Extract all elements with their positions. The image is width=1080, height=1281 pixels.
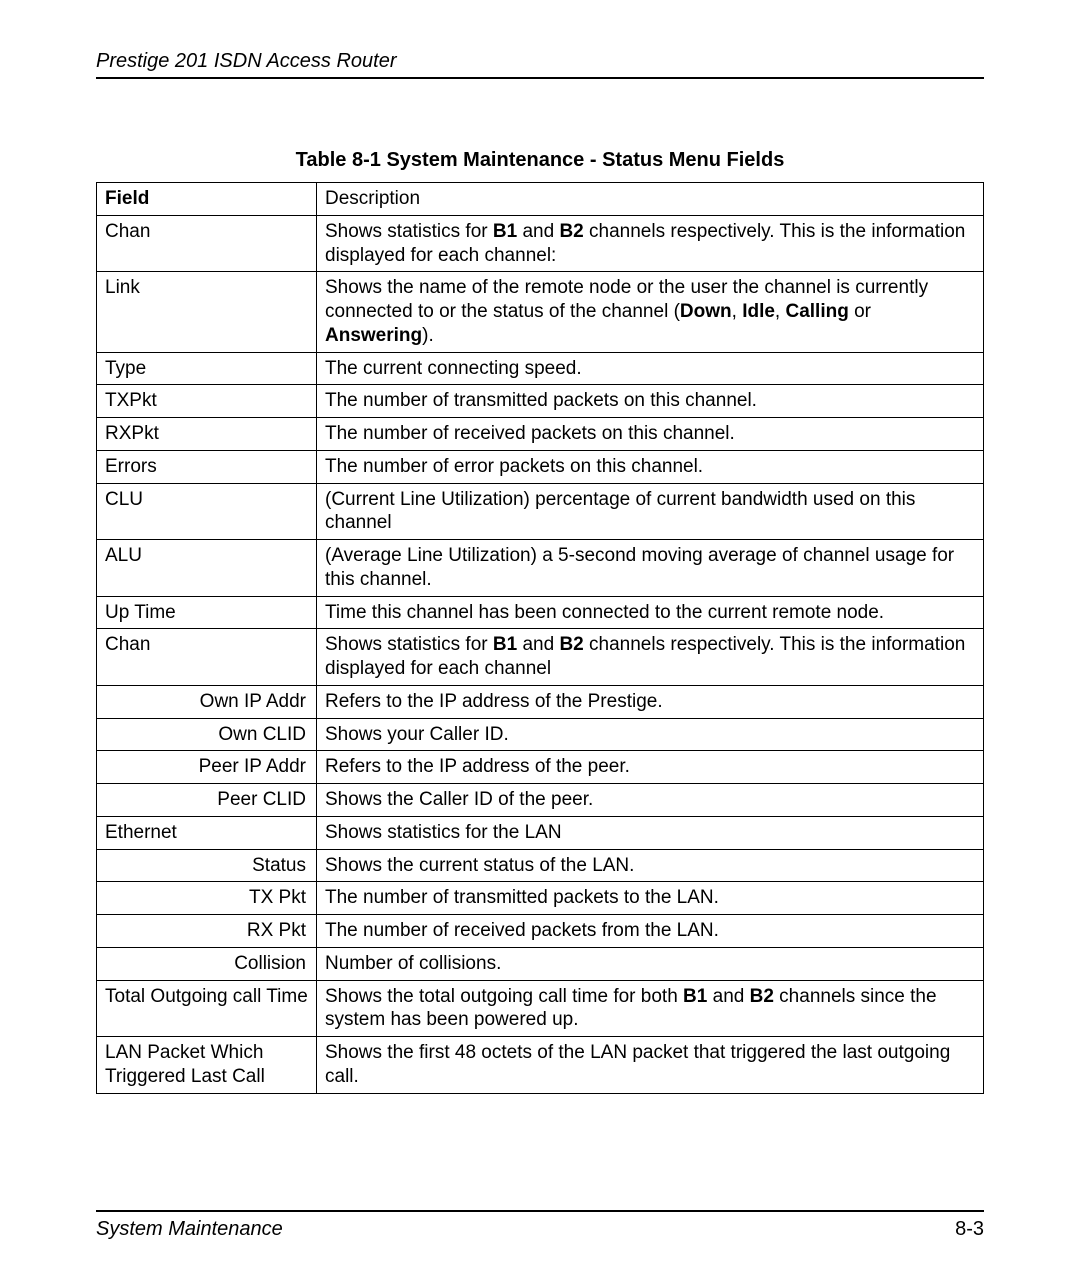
table-row: LinkShows the name of the remote node or… — [97, 272, 984, 352]
field-name: Own IP Addr — [97, 685, 317, 718]
table-row: RXPktThe number of received packets on t… — [97, 418, 984, 451]
field-description: Shows the current status of the LAN. — [317, 849, 984, 882]
field-description: Refers to the IP address of the Prestige… — [317, 685, 984, 718]
field-name: Chan — [97, 215, 317, 272]
field-name: Ethernet — [97, 816, 317, 849]
field-name: Own CLID — [97, 718, 317, 751]
table-caption: Table 8-1 System Maintenance - Status Me… — [96, 149, 984, 172]
footer-section-title: System Maintenance — [96, 1218, 283, 1241]
field-description: Shows statistics for B1 and B2 channels … — [317, 215, 984, 272]
table-row: EthernetShows statistics for the LAN — [97, 816, 984, 849]
field-name: Peer CLID — [97, 784, 317, 817]
table-row: ErrorsThe number of error packets on thi… — [97, 450, 984, 483]
table-row: TXPktThe number of transmitted packets o… — [97, 385, 984, 418]
field-description: Shows the name of the remote node or the… — [317, 272, 984, 352]
field-name: LAN Packet Which Triggered Last Call — [97, 1037, 317, 1094]
field-description: Number of collisions. — [317, 947, 984, 980]
table-row: Own CLIDShows your Caller ID. — [97, 718, 984, 751]
table-row: ChanShows statistics for B1 and B2 chann… — [97, 215, 984, 272]
column-header-description: Description — [317, 183, 984, 216]
footer-page-number: 8-3 — [955, 1218, 984, 1241]
field-name: Peer IP Addr — [97, 751, 317, 784]
field-description: The number of received packets from the … — [317, 915, 984, 948]
field-description: Shows the Caller ID of the peer. — [317, 784, 984, 817]
field-name: Collision — [97, 947, 317, 980]
table-row: ALU(Average Line Utilization) a 5-second… — [97, 540, 984, 597]
field-name: ALU — [97, 540, 317, 597]
field-description: The number of error packets on this chan… — [317, 450, 984, 483]
field-description: (Current Line Utilization) percentage of… — [317, 483, 984, 540]
field-description: (Average Line Utilization) a 5-second mo… — [317, 540, 984, 597]
field-name: Link — [97, 272, 317, 352]
table-row: Own IP AddrRefers to the IP address of t… — [97, 685, 984, 718]
field-name: Type — [97, 352, 317, 385]
table-row: LAN Packet Which Triggered Last CallShow… — [97, 1037, 984, 1094]
field-name: Errors — [97, 450, 317, 483]
table-row: Peer CLIDShows the Caller ID of the peer… — [97, 784, 984, 817]
field-description: Shows statistics for B1 and B2 channels … — [317, 629, 984, 686]
field-name: Total Outgoing call Time — [97, 980, 317, 1037]
field-name: RX Pkt — [97, 915, 317, 948]
field-description: The current connecting speed. — [317, 352, 984, 385]
field-description: Shows statistics for the LAN — [317, 816, 984, 849]
status-menu-fields-table: FieldDescriptionChanShows statistics for… — [96, 182, 984, 1094]
field-description: Shows the first 48 octets of the LAN pac… — [317, 1037, 984, 1094]
field-name: TX Pkt — [97, 882, 317, 915]
field-name: TXPkt — [97, 385, 317, 418]
field-description: The number of transmitted packets to the… — [317, 882, 984, 915]
page: Prestige 201 ISDN Access Router Table 8-… — [0, 0, 1080, 1134]
field-description: Refers to the IP address of the peer. — [317, 751, 984, 784]
field-description: Shows the total outgoing call time for b… — [317, 980, 984, 1037]
table-row: CLU(Current Line Utilization) percentage… — [97, 483, 984, 540]
table-row: Peer IP AddrRefers to the IP address of … — [97, 751, 984, 784]
field-name: Chan — [97, 629, 317, 686]
field-name: RXPkt — [97, 418, 317, 451]
page-footer: System Maintenance 8-3 — [96, 1210, 984, 1241]
table-row: StatusShows the current status of the LA… — [97, 849, 984, 882]
field-name: Status — [97, 849, 317, 882]
table-row: TypeThe current connecting speed. — [97, 352, 984, 385]
table-row: TX PktThe number of transmitted packets … — [97, 882, 984, 915]
field-description: Time this channel has been connected to … — [317, 596, 984, 629]
table-header-row: FieldDescription — [97, 183, 984, 216]
column-header-field: Field — [97, 183, 317, 216]
field-name: Up Time — [97, 596, 317, 629]
table-row: CollisionNumber of collisions. — [97, 947, 984, 980]
page-header: Prestige 201 ISDN Access Router — [96, 50, 984, 79]
table-row: Up TimeTime this channel has been connec… — [97, 596, 984, 629]
field-description: Shows your Caller ID. — [317, 718, 984, 751]
table-row: ChanShows statistics for B1 and B2 chann… — [97, 629, 984, 686]
field-description: The number of transmitted packets on thi… — [317, 385, 984, 418]
table-row: RX PktThe number of received packets fro… — [97, 915, 984, 948]
field-description: The number of received packets on this c… — [317, 418, 984, 451]
table-row: Total Outgoing call TimeShows the total … — [97, 980, 984, 1037]
field-name: CLU — [97, 483, 317, 540]
